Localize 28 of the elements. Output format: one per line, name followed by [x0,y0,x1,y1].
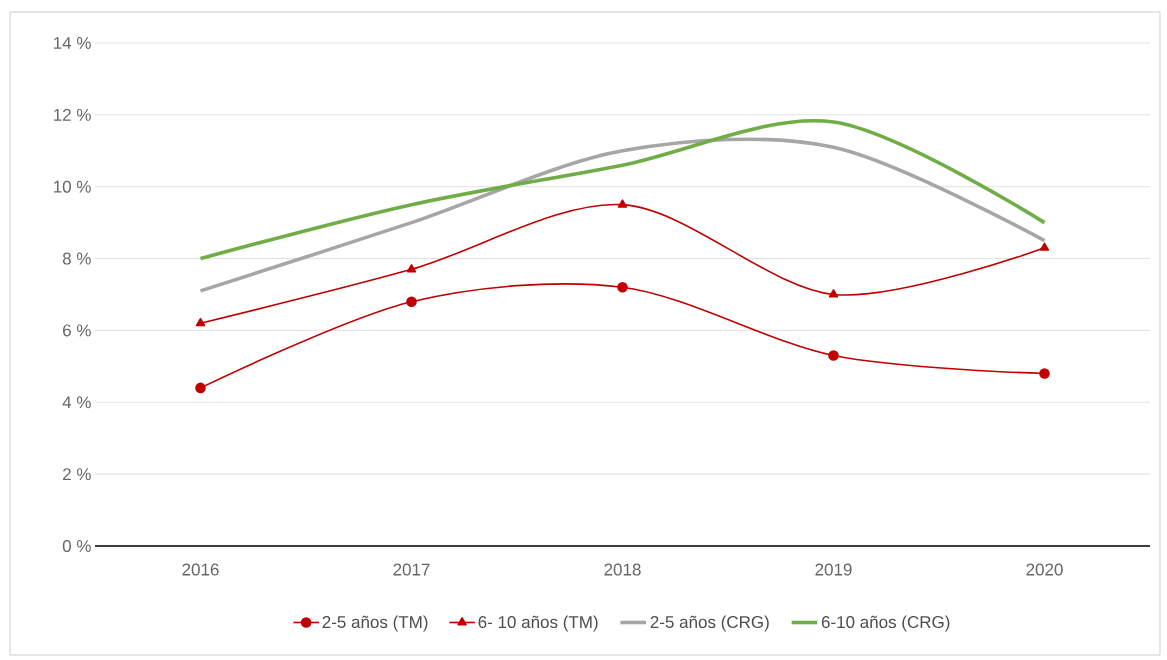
point [617,199,628,208]
x-tick-label: 2019 [815,563,852,576]
legend-label: 6- 10 años (TM) [478,615,598,632]
y-tick-label: 14 % [54,37,91,49]
legend-label: 2-5 años (CRG) [650,615,769,632]
legend-label: 2-5 años (TM) [322,615,428,632]
point [1039,368,1050,379]
point [406,296,417,307]
point [828,350,839,361]
line-series [198,119,1047,261]
x-tick-label: 2020 [1026,563,1063,576]
x-tick-label: 2016 [182,563,219,576]
point [406,264,417,273]
x-tick-label: 2017 [393,563,430,576]
y-tick-label: 12 % [54,108,91,121]
point [195,317,206,327]
y-tick-label: 10 % [54,180,91,193]
point [195,382,206,394]
y-tick-label: 0 % [62,539,91,553]
point [828,289,839,298]
y-tick-label: 6 % [63,324,91,337]
legend-label: 6-10 años (CRG) [821,615,950,632]
point [1039,242,1050,251]
y-tick-label: 8 % [62,252,91,265]
y-tick-label: 4 % [62,396,91,409]
point [617,282,628,293]
y-tick-label: 2 % [63,468,91,481]
x-tick-label: 2018 [604,563,641,576]
